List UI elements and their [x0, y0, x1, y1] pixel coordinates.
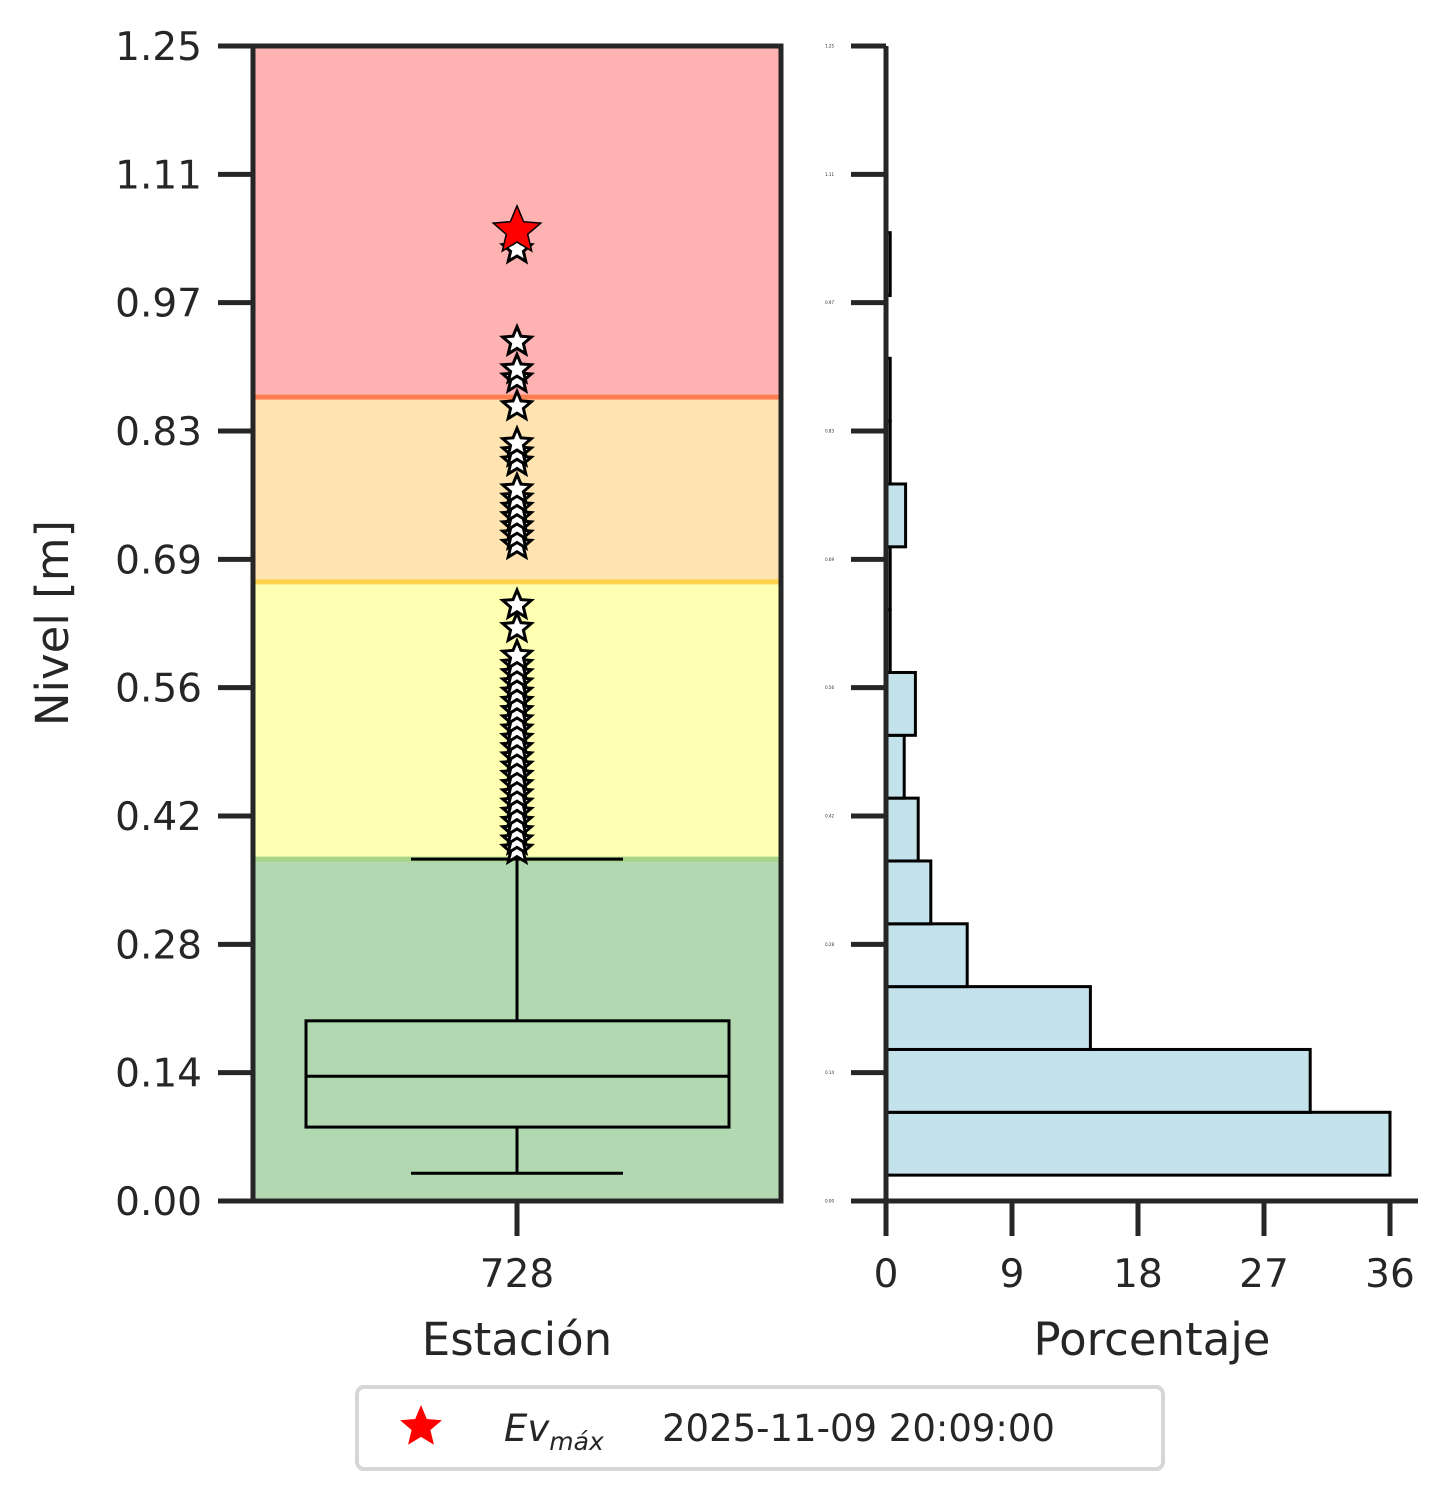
y-tick-label-2: 0.28 — [115, 923, 202, 968]
histogram-bar-4 — [884, 859, 933, 926]
histogram-bar-0 — [884, 1110, 1392, 1177]
histogram-bar-5 — [884, 796, 920, 863]
outlier-22 — [499, 609, 535, 644]
outlier-21 — [499, 636, 535, 672]
max-event-point — [491, 203, 543, 253]
y-tick-label-1: 0.14 — [115, 1052, 202, 1097]
histogram-bar-3 — [884, 922, 969, 989]
outlier-30 — [499, 470, 535, 505]
legend-date: 2025-11-09 20:09:00 — [662, 1407, 1055, 1450]
hist-x-tick-label-1: 9 — [1000, 1252, 1025, 1297]
histogram-bar-1 — [884, 1047, 1312, 1114]
x-axis-label: Estación — [422, 1313, 612, 1366]
legend-star-icon — [400, 1405, 442, 1445]
hist-y-tick-label-7: 0.97 — [825, 300, 834, 305]
histogram-bar-6 — [884, 733, 906, 800]
y-tick-label-6: 0.83 — [115, 410, 202, 455]
histogram-x-axis-label: Porcentaje — [1034, 1313, 1271, 1366]
hist-y-tick-label-4: 0.56 — [825, 685, 834, 690]
outlier-33 — [499, 424, 535, 459]
hist-y-tick-label-0: 0.00 — [825, 1199, 834, 1204]
hist-x-tick-label-0: 0 — [874, 1252, 899, 1297]
outlier-34 — [499, 387, 535, 422]
y-axis-ticks: 0.00 0.14 0.28 0.42 0.56 0.69 0.83 0.97 1.11 1.25 — [115, 25, 253, 1225]
y-tick-label-0: 0.00 — [115, 1180, 202, 1225]
legend-label-main: Ev — [504, 1407, 550, 1450]
boxplot-panel: 0.00 0.14 0.28 0.42 0.56 0.69 0.83 0.97 1.11 1.25… — [26, 25, 784, 1366]
histogram-y-ticks: 0.00 0.14 0.28 0.42 0.56 0.69 0.83 0.97 1.11 1.25 — [825, 43, 886, 1204]
boxplot — [304, 857, 731, 1175]
y-tick-label-4: 0.56 — [115, 667, 202, 712]
hist-x-tick-label-2: 18 — [1113, 1252, 1163, 1297]
histogram-bar-2 — [884, 985, 1092, 1051]
histogram-bars — [884, 231, 1392, 1177]
legend: Evmáx 2025-11-09 20:09:00 — [355, 1385, 1165, 1471]
outlier-37 — [499, 322, 535, 357]
y-tick-label-8: 1.11 — [115, 153, 202, 198]
y-tick-label-3: 0.42 — [115, 795, 202, 840]
hist-y-tick-label-3: 0.42 — [825, 814, 834, 819]
hist-y-tick-label-8: 1.11 — [825, 172, 834, 177]
hist-y-tick-label-1: 0.14 — [825, 1070, 834, 1075]
y-tick-label-5: 0.69 — [115, 538, 202, 583]
x-tick-label-0: 728 — [480, 1252, 554, 1297]
hist-y-tick-label-5: 0.69 — [825, 557, 834, 562]
legend-box — [355, 1385, 1165, 1471]
histogram-x-ticks: 0 9 18 27 36 — [874, 1201, 1415, 1297]
svg-text:Evmáx: Evmáx — [504, 1407, 604, 1456]
outlier-36 — [499, 350, 535, 385]
hist-y-tick-label-2: 0.28 — [825, 942, 834, 947]
histogram-panel: 0.00 0.14 0.28 0.42 0.56 0.69 0.83 0.97 1.11 1.25… — [825, 43, 1418, 1366]
iqr-box — [304, 1019, 731, 1129]
y-tick-label-7: 0.97 — [115, 282, 202, 327]
y-axis-label: Nivel [m] — [26, 520, 79, 726]
hist-x-tick-label-3: 27 — [1239, 1252, 1289, 1297]
legend-label-sub: máx — [549, 1427, 604, 1456]
hist-y-tick-label-9: 1.25 — [825, 44, 834, 49]
y-tick-label-9: 1.25 — [115, 25, 202, 70]
histogram-bar-10 — [884, 482, 908, 549]
max-event-star — [491, 203, 543, 253]
x-axis-ticks: 728 — [480, 1201, 554, 1297]
histogram-bar-7 — [884, 670, 917, 737]
hist-x-tick-label-4: 36 — [1365, 1252, 1415, 1297]
outlier-23 — [499, 586, 535, 621]
outlier-points — [499, 230, 535, 866]
hist-y-tick-label-6: 0.83 — [825, 429, 834, 434]
